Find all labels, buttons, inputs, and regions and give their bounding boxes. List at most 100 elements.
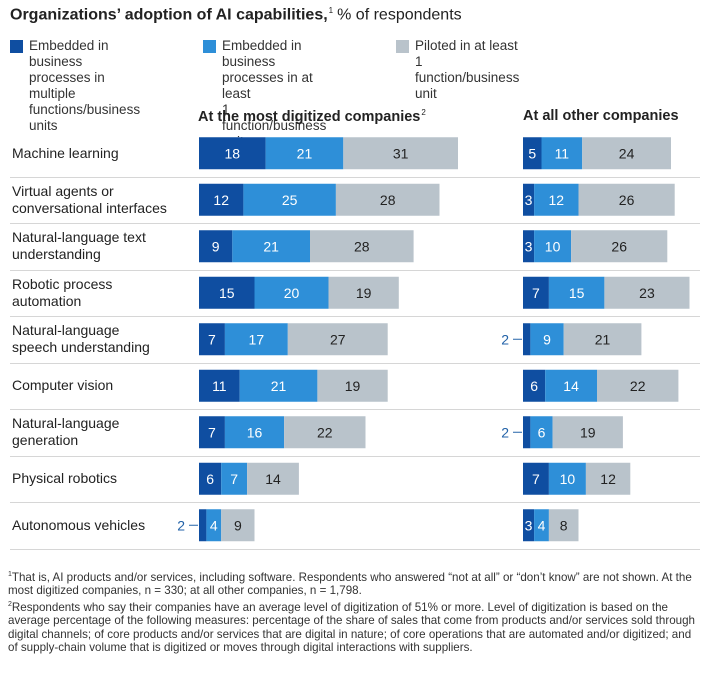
bar-segment-at-least-one bbox=[534, 183, 579, 216]
bar-segment-at-least-one bbox=[224, 323, 288, 356]
footnote-2: 2Respondents who say their companies hav… bbox=[8, 598, 703, 655]
bar-segment-piloted bbox=[571, 230, 668, 263]
bar-segment-at-least-one bbox=[232, 230, 310, 263]
bar-segment-piloted bbox=[597, 369, 679, 402]
category-label: Natural-language generation bbox=[12, 415, 120, 449]
data-label: 9 bbox=[212, 238, 220, 254]
bar-segment-piloted bbox=[317, 369, 388, 402]
bar-segment-at-least-one bbox=[548, 276, 605, 309]
bar-segment-multiple-units bbox=[523, 230, 535, 263]
category-label: Natural-language text understanding bbox=[12, 229, 146, 263]
footnote-marker: 1 bbox=[8, 571, 12, 578]
data-label: 21 bbox=[595, 331, 611, 347]
bar-segment-multiple-units bbox=[523, 509, 535, 542]
bar-segment-multiple-units bbox=[199, 369, 240, 402]
data-label: 25 bbox=[282, 192, 298, 208]
data-label: 2 bbox=[501, 331, 509, 347]
bar-segment-piloted bbox=[335, 183, 440, 216]
bar-segment-piloted bbox=[221, 509, 255, 542]
data-label: 12 bbox=[213, 192, 229, 208]
chart-title-unit: % of respondents bbox=[337, 6, 462, 24]
data-label: 2 bbox=[501, 424, 509, 440]
bar-segment-multiple-units bbox=[199, 462, 222, 495]
data-label: 4 bbox=[538, 517, 546, 533]
data-label: 11 bbox=[212, 378, 227, 394]
footnote-text: Respondents who say their companies have… bbox=[8, 600, 695, 655]
panel-title-text: At all other companies bbox=[523, 108, 679, 124]
data-label: 19 bbox=[345, 378, 361, 394]
data-label: 31 bbox=[393, 145, 409, 161]
row-separator bbox=[10, 409, 700, 410]
data-label: 6 bbox=[538, 424, 546, 440]
bar-segment-at-least-one bbox=[530, 323, 564, 356]
data-label: 27 bbox=[330, 331, 346, 347]
row-separator bbox=[10, 176, 700, 178]
bar-segment-multiple-units bbox=[199, 416, 225, 449]
bar-segment-multiple-units bbox=[199, 183, 244, 216]
data-label: 28 bbox=[354, 238, 370, 254]
legend-label: Embedded in business processes in multip… bbox=[29, 38, 141, 133]
row-separator bbox=[10, 269, 700, 271]
bar-segment-multiple-units bbox=[523, 276, 549, 309]
bar-segment-piloted bbox=[284, 416, 366, 449]
chart-title: Organizations’ adoption of AI capabiliti… bbox=[10, 6, 462, 24]
bar-segment-piloted bbox=[563, 323, 642, 356]
row-separator bbox=[10, 362, 700, 364]
bar-segment-piloted bbox=[247, 462, 299, 495]
data-label: 24 bbox=[619, 145, 635, 161]
panel-title-all-other: At all other companies bbox=[523, 108, 679, 124]
bar-segment-at-least-one bbox=[265, 137, 344, 170]
data-label: 8 bbox=[560, 517, 568, 533]
data-label: 14 bbox=[265, 471, 281, 487]
bar-segment-piloted bbox=[578, 183, 675, 216]
bar-segment-multiple-units bbox=[523, 137, 542, 170]
data-label: 20 bbox=[284, 285, 300, 301]
bar-segment-multiple-units bbox=[523, 462, 549, 495]
bar-segment-piloted bbox=[328, 276, 399, 309]
data-label: 3 bbox=[525, 192, 533, 208]
bar-segment-piloted bbox=[287, 323, 388, 356]
category-label: Virtual agents or conversational interfa… bbox=[12, 182, 167, 216]
legend-swatch bbox=[203, 40, 216, 53]
data-label: 10 bbox=[560, 471, 576, 487]
row-separator bbox=[10, 316, 700, 317]
category-label: Robotic process automation bbox=[12, 275, 113, 309]
category-label: Machine learning bbox=[12, 144, 119, 161]
bar-segment-at-least-one bbox=[221, 462, 248, 495]
panel-title-text: At the most digitized companies bbox=[198, 108, 421, 125]
bar-segment-at-least-one bbox=[530, 416, 553, 449]
panel-note-marker: 2 bbox=[421, 108, 426, 117]
data-label: 9 bbox=[234, 517, 242, 533]
data-label: 28 bbox=[380, 192, 396, 208]
data-label: 7 bbox=[532, 285, 540, 301]
data-label: 7 bbox=[208, 331, 216, 347]
data-label: 11 bbox=[555, 145, 570, 161]
row-separator bbox=[10, 455, 700, 457]
footnote-marker: 2 bbox=[8, 601, 12, 608]
category-label: Computer vision bbox=[12, 377, 114, 394]
bar-segment-multiple-units bbox=[199, 230, 233, 263]
data-label: 12 bbox=[600, 471, 616, 487]
bar-segment-piloted bbox=[310, 230, 414, 263]
chart-title-bold: Organizations’ adoption of AI capabiliti… bbox=[10, 6, 328, 24]
data-label: 7 bbox=[532, 471, 540, 487]
data-label: 4 bbox=[210, 517, 218, 533]
bar-segment-multiple-units bbox=[523, 323, 531, 356]
bar-segment-multiple-units bbox=[199, 509, 207, 542]
data-label: 9 bbox=[543, 331, 551, 347]
data-label: 26 bbox=[619, 192, 635, 208]
bar-segment-multiple-units bbox=[199, 137, 266, 170]
data-label: 14 bbox=[563, 378, 579, 394]
bar-segment-at-least-one bbox=[545, 369, 597, 402]
data-label: 22 bbox=[630, 378, 646, 394]
data-label: 16 bbox=[247, 424, 263, 440]
bar-segment-piloted bbox=[343, 137, 458, 170]
data-label: 18 bbox=[225, 145, 241, 161]
bar-segment-multiple-units bbox=[523, 369, 546, 402]
data-label: 6 bbox=[206, 471, 214, 487]
bar-segment-multiple-units bbox=[199, 276, 255, 309]
title-note-marker: 1 bbox=[328, 6, 334, 15]
bar-segment-multiple-units bbox=[523, 183, 535, 216]
bar-segment-piloted bbox=[552, 416, 623, 449]
